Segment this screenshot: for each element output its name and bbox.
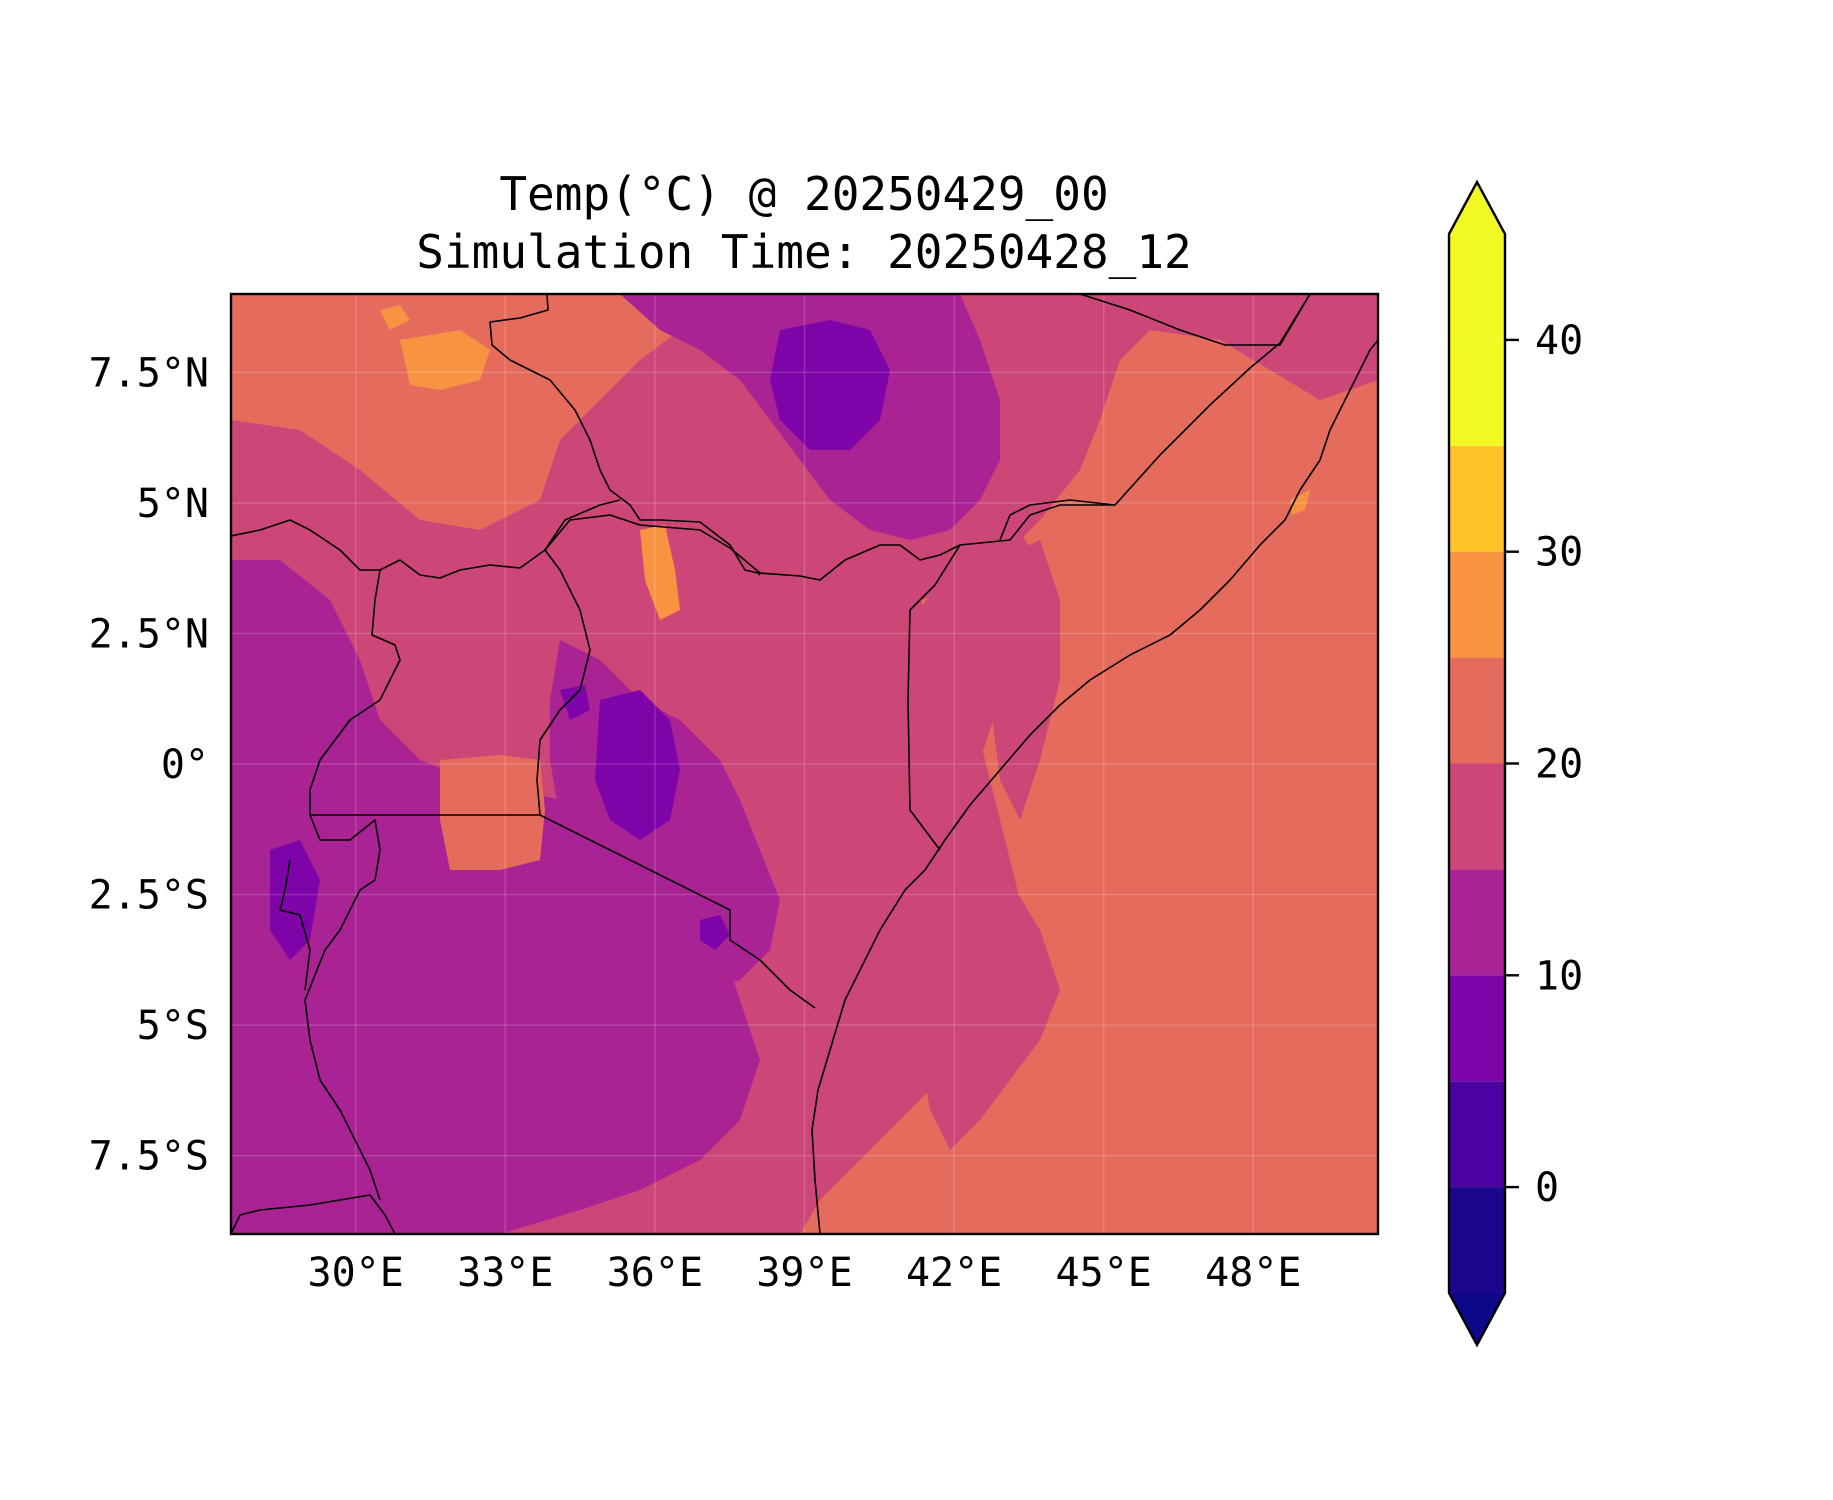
field-band-30-35-sudan <box>400 330 490 390</box>
colorbar-tick-label: 20 <box>1535 742 1583 788</box>
ethiopia-somalia-south-border <box>999 499 1116 541</box>
country-borders <box>231 294 1378 1234</box>
lat-ticks: 7.5°N 5°N 2.5°N 0° 2.5°S 5°S 7.5°S <box>89 350 209 1179</box>
field-band-15-20-west <box>231 560 760 1234</box>
colorbar-tick-label: 30 <box>1535 530 1583 576</box>
kenya-tanzania-border <box>539 814 816 1009</box>
map-title-line1: Temp(°C) @ 20250429_00 <box>499 167 1108 221</box>
colorbar-segment <box>1449 234 1505 340</box>
lon-tick-label: 36°E <box>607 1250 703 1296</box>
lat-tick-label: 5°N <box>137 481 209 527</box>
colorbar-tick-label: 40 <box>1535 318 1583 364</box>
field-band-10-15-kenya <box>595 690 680 840</box>
field-band-10-15-rift <box>270 840 320 960</box>
somalia-coastline <box>811 339 1378 1234</box>
field-band-30-35-north <box>380 305 410 330</box>
lon-tick-label: 42°E <box>906 1250 1002 1296</box>
colorbar-segment <box>1449 657 1505 764</box>
lat-tick-label: 2.5°N <box>89 611 209 657</box>
field-band-20-25-somalia-east <box>990 540 1060 820</box>
kenya-somalia-border <box>907 544 961 851</box>
field-band-10-15-kilimanjaro <box>700 915 730 950</box>
lat-tick-label: 7.5°S <box>89 1134 209 1180</box>
colorbar-under-arrow <box>1449 1293 1505 1345</box>
colorbar-segment <box>1449 1187 1505 1293</box>
colorbar-segment <box>1449 763 1505 870</box>
colorbar-segment <box>1449 869 1505 976</box>
lon-ticks: 30°E 33°E 36°E 39°E 42°E 45°E 48°E <box>308 1250 1302 1296</box>
sudan-ethiopia-border <box>489 294 761 576</box>
field-band-30-35-somalia-coast <box>1290 490 1310 515</box>
colorbar-outline <box>1447 179 1507 1348</box>
lon-tick-label: 48°E <box>1205 1250 1301 1296</box>
uganda-border <box>309 549 591 816</box>
map-panel <box>231 294 1378 1234</box>
south-sudan-border <box>231 499 621 579</box>
gridlines <box>231 294 1378 1234</box>
lat-tick-label: 7.5°N <box>89 350 209 396</box>
colorbar: 0 10 20 30 40 <box>1447 179 1583 1348</box>
field-band-25-30-lake-victoria <box>440 755 545 870</box>
kenya-border <box>544 294 1311 581</box>
lake-tanganyika-border <box>304 814 381 1201</box>
colorbar-tick-label: 10 <box>1535 953 1583 999</box>
field-band-10-15-lake <box>560 685 590 720</box>
lat-tick-label: 5°S <box>137 1003 209 1049</box>
lon-tick-label: 39°E <box>756 1250 852 1296</box>
lat-tick-label: 0° <box>161 742 209 788</box>
colorbar-over-arrow <box>1449 182 1505 234</box>
field-band-20-25-somalia <box>900 520 1060 1150</box>
field-band-30-35-turkana <box>640 525 680 620</box>
lat-tick-label: 2.5°S <box>89 873 209 919</box>
lon-tick-label: 30°E <box>308 1250 404 1296</box>
colorbar-tick-label: 0 <box>1535 1165 1559 1211</box>
lon-tick-label: 45°E <box>1056 1250 1152 1296</box>
ethiopia-somalia-border <box>1079 294 1311 346</box>
colorbar-segment <box>1449 445 1505 552</box>
colorbar-segment <box>1449 1081 1505 1188</box>
rwanda-burundi-border <box>279 859 311 991</box>
colorbar-segment <box>1449 975 1505 1082</box>
colorbar-segment <box>1449 339 1505 446</box>
colorbar-segment <box>1449 551 1505 658</box>
field-band-10-15-ethiopia <box>770 320 890 450</box>
map-title-line2: Simulation Time: 20250428_12 <box>416 225 1191 279</box>
map-frame <box>229 292 1380 1236</box>
drc-west-border <box>231 1194 396 1234</box>
lon-tick-label: 33°E <box>457 1250 553 1296</box>
